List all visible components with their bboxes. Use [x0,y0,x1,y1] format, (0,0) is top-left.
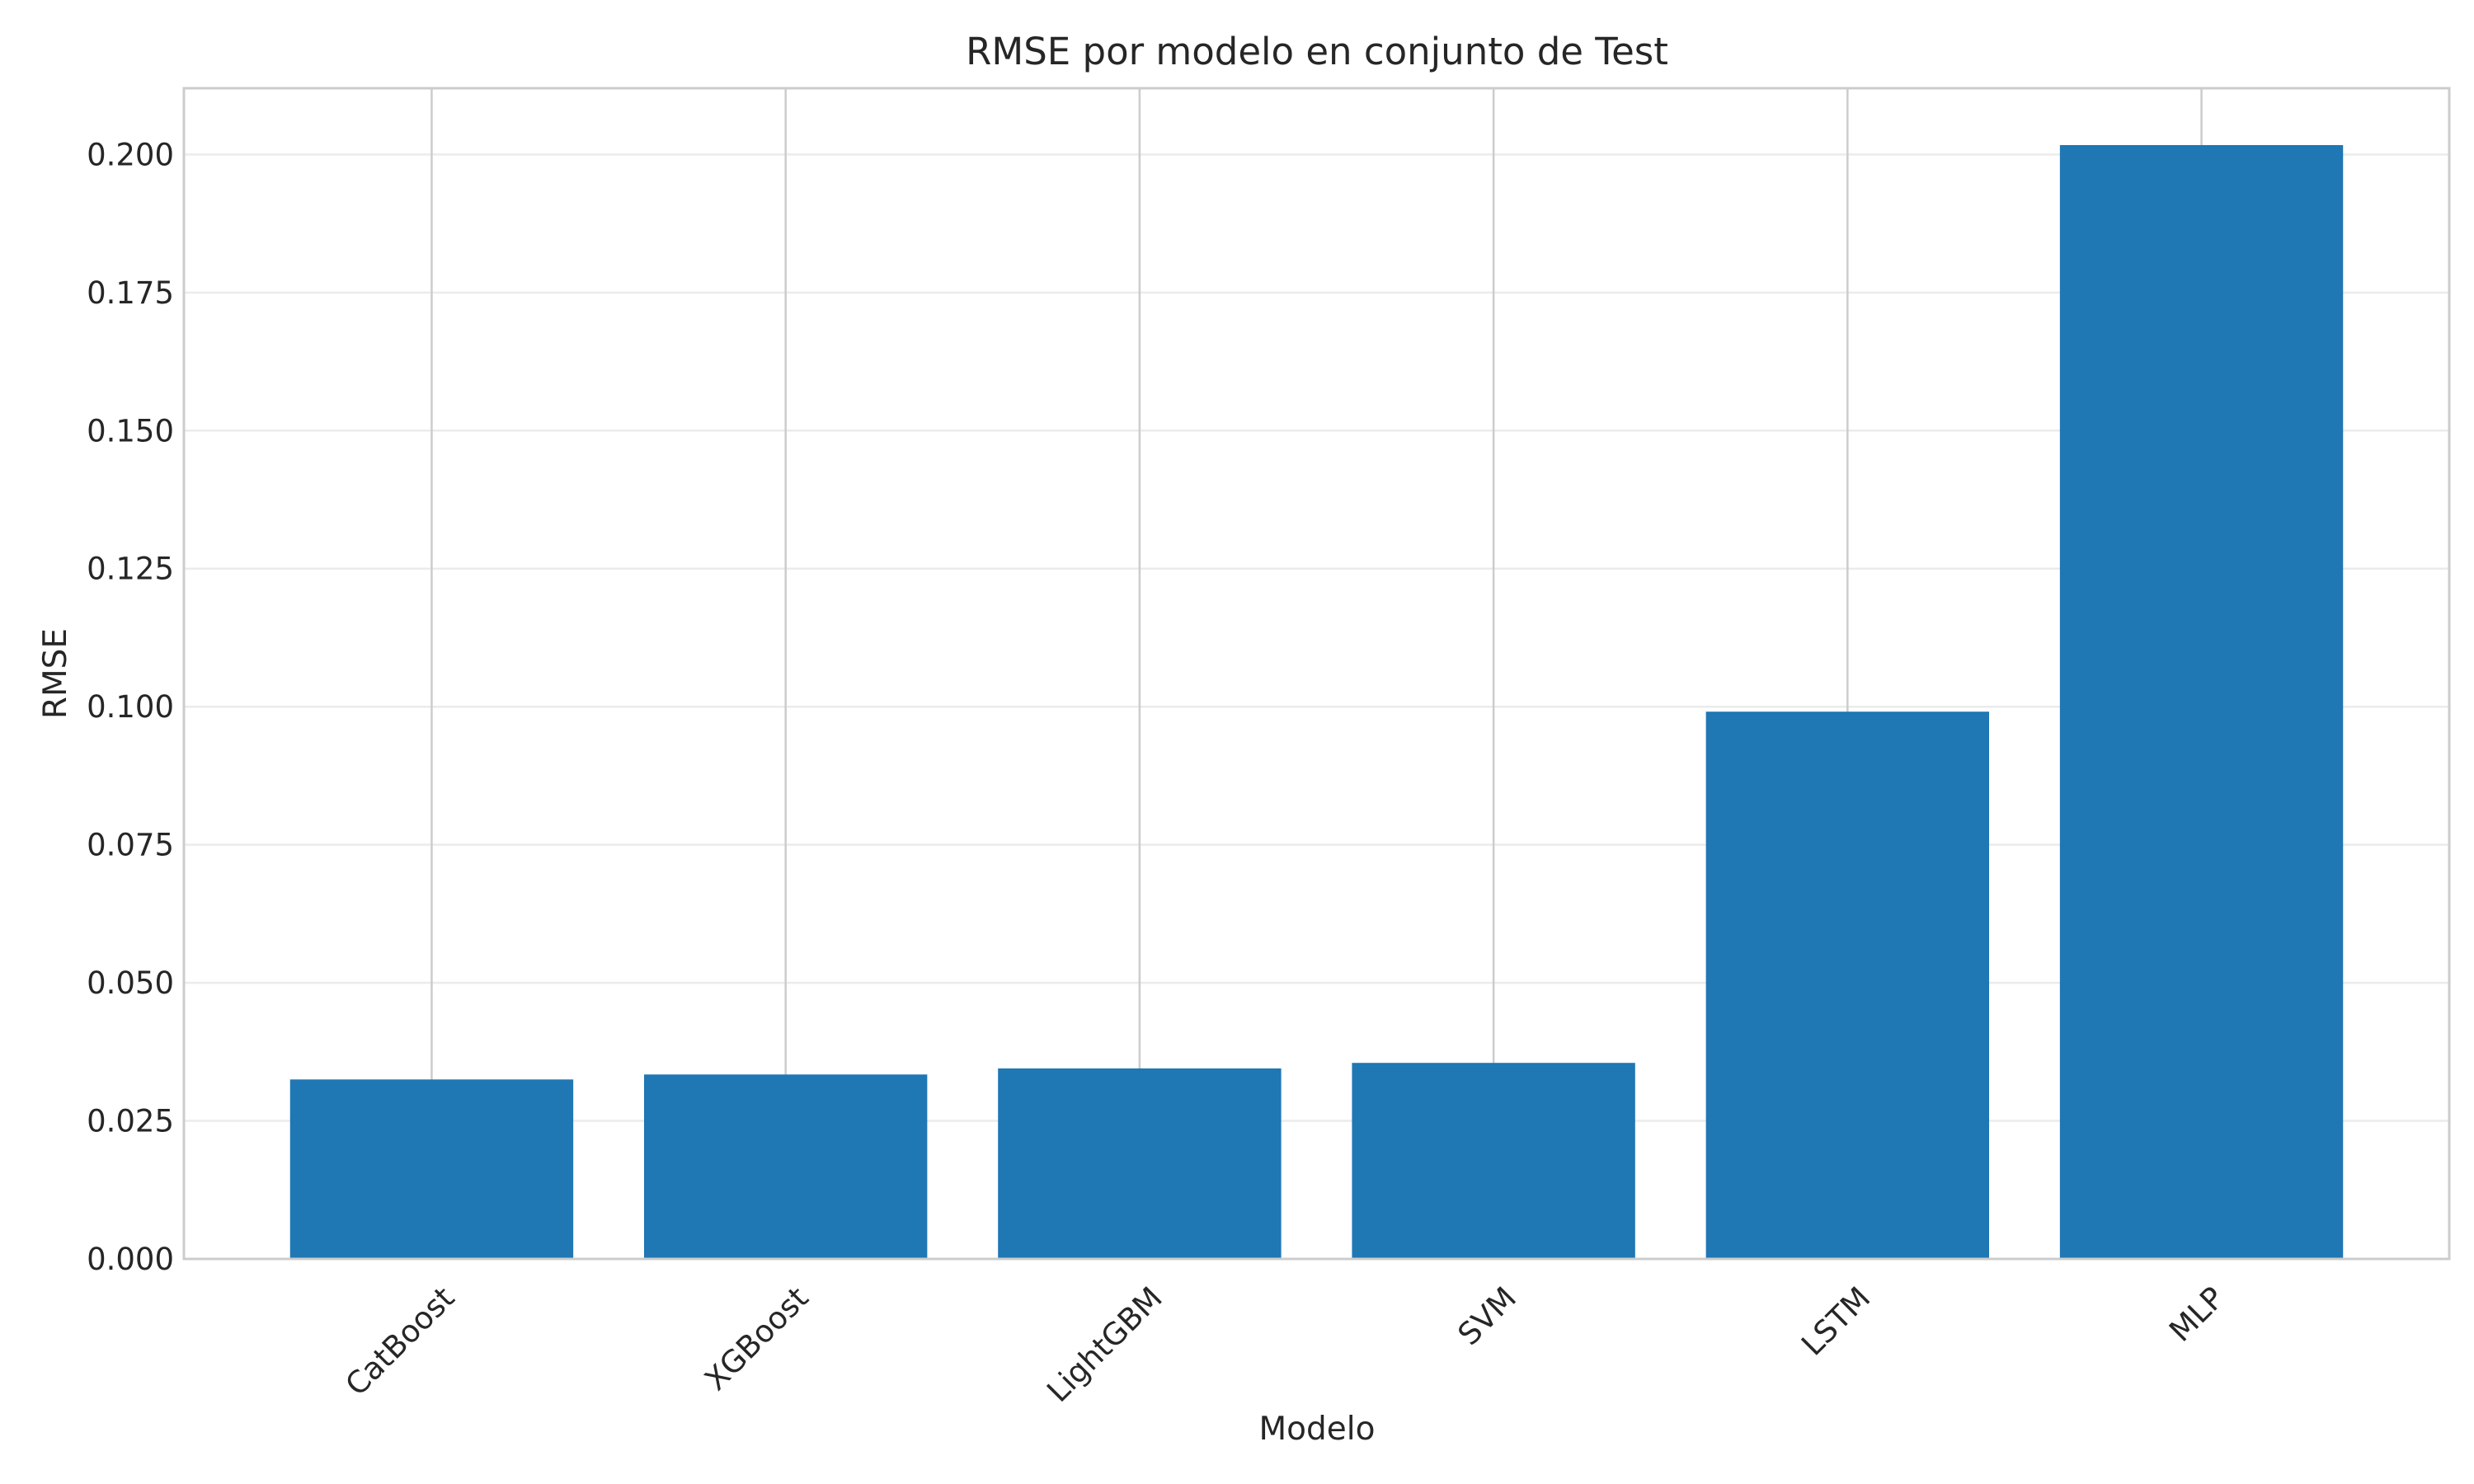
y-tick-label: 0.125 [87,552,174,587]
y-tick-label: 0.000 [87,1242,174,1277]
y-tick-label: 0.100 [87,689,174,725]
bar-catboost [289,1079,574,1259]
y-axis-ticks: 0.000 0.025 0.050 0.075 0.100 0.125 0.150 0.175… [87,137,174,1277]
bar-xgboost [643,1074,928,1259]
y-tick-label: 0.025 [87,1104,174,1139]
y-tick-label: 0.075 [87,828,174,863]
y-axis-label: RMSE [37,628,74,719]
y-tick-label: 0.150 [87,413,174,448]
bar-lstm [1705,711,1990,1259]
chart-title: RMSE por modelo en conjunto de Test [966,30,1668,73]
y-tick-label: 0.050 [87,965,174,1001]
x-axis-label: Modelo [1259,1411,1376,1448]
bar-svm [1352,1063,1635,1259]
plot-area-frame [182,87,2451,1261]
bar-mlp [2059,144,2344,1259]
bars [289,144,2344,1259]
y-tick-label: 0.200 [87,137,174,172]
bar-lightgbm [998,1068,1282,1259]
y-tick-label: 0.175 [87,275,174,311]
